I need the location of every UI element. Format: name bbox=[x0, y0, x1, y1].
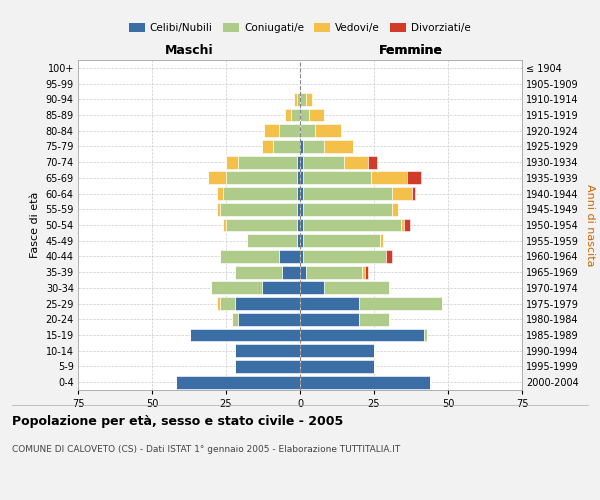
Bar bbox=[223, 218, 226, 232]
Bar bbox=[300, 328, 424, 342]
Bar bbox=[303, 250, 386, 263]
Bar bbox=[300, 156, 303, 168]
Bar bbox=[238, 156, 297, 168]
Bar bbox=[238, 313, 300, 326]
Bar bbox=[323, 140, 353, 153]
Bar bbox=[303, 172, 371, 184]
Bar bbox=[300, 266, 306, 278]
Bar bbox=[176, 376, 300, 388]
Bar bbox=[309, 108, 323, 122]
Bar bbox=[365, 266, 368, 278]
Bar bbox=[265, 124, 279, 137]
Bar bbox=[235, 344, 300, 357]
Bar bbox=[274, 140, 300, 153]
Legend: Celibi/Nubili, Coniugati/e, Vedovi/e, Divorziati/e: Celibi/Nubili, Coniugati/e, Vedovi/e, Di… bbox=[125, 19, 475, 38]
Bar bbox=[217, 297, 220, 310]
Bar bbox=[300, 93, 306, 106]
Bar bbox=[401, 218, 404, 232]
Bar bbox=[220, 203, 297, 215]
Bar bbox=[300, 282, 323, 294]
Bar bbox=[300, 187, 303, 200]
Bar bbox=[297, 203, 300, 215]
Bar bbox=[279, 250, 300, 263]
Bar bbox=[300, 108, 309, 122]
Bar bbox=[300, 344, 374, 357]
Bar bbox=[300, 297, 359, 310]
Text: COMUNE DI CALOVETO (CS) - Dati ISTAT 1° gennaio 2005 - Elaborazione TUTTITALIA.I: COMUNE DI CALOVETO (CS) - Dati ISTAT 1° … bbox=[12, 445, 400, 454]
Bar bbox=[235, 297, 300, 310]
Bar bbox=[220, 297, 235, 310]
Bar bbox=[297, 172, 300, 184]
Bar bbox=[300, 360, 374, 373]
Bar bbox=[404, 218, 410, 232]
Bar bbox=[300, 234, 303, 247]
Bar bbox=[300, 203, 303, 215]
Bar bbox=[424, 328, 427, 342]
Bar bbox=[386, 250, 392, 263]
Bar bbox=[294, 93, 297, 106]
Bar bbox=[300, 376, 430, 388]
Bar bbox=[247, 234, 297, 247]
Bar bbox=[300, 218, 303, 232]
Bar bbox=[297, 187, 300, 200]
Bar bbox=[208, 172, 226, 184]
Bar bbox=[217, 187, 223, 200]
Bar bbox=[235, 360, 300, 373]
Bar bbox=[217, 203, 220, 215]
Bar bbox=[235, 266, 282, 278]
Bar bbox=[300, 124, 315, 137]
Bar bbox=[300, 140, 303, 153]
Bar bbox=[371, 172, 407, 184]
Text: Femmine: Femmine bbox=[379, 44, 443, 57]
Bar bbox=[407, 172, 421, 184]
Text: Femmine: Femmine bbox=[379, 44, 443, 57]
Bar bbox=[303, 187, 392, 200]
Text: Popolazione per età, sesso e stato civile - 2005: Popolazione per età, sesso e stato civil… bbox=[12, 415, 343, 428]
Bar bbox=[226, 172, 297, 184]
Y-axis label: Fasce di età: Fasce di età bbox=[30, 192, 40, 258]
Bar bbox=[303, 218, 401, 232]
Bar bbox=[285, 108, 291, 122]
Bar bbox=[303, 203, 392, 215]
Bar bbox=[359, 313, 389, 326]
Bar bbox=[303, 140, 323, 153]
Bar bbox=[262, 140, 274, 153]
Bar bbox=[279, 124, 300, 137]
Bar bbox=[297, 234, 300, 247]
Bar bbox=[282, 266, 300, 278]
Bar bbox=[359, 297, 442, 310]
Bar bbox=[190, 328, 300, 342]
Bar bbox=[303, 234, 380, 247]
Bar bbox=[344, 156, 368, 168]
Bar bbox=[297, 93, 300, 106]
Bar bbox=[223, 187, 297, 200]
Text: Maschi: Maschi bbox=[164, 44, 214, 57]
Bar bbox=[412, 187, 415, 200]
Bar bbox=[300, 172, 303, 184]
Bar bbox=[211, 282, 262, 294]
Bar bbox=[315, 124, 341, 137]
Bar bbox=[362, 266, 365, 278]
Bar bbox=[368, 156, 377, 168]
Bar bbox=[392, 203, 398, 215]
Bar bbox=[262, 282, 300, 294]
Bar bbox=[291, 108, 300, 122]
Bar bbox=[297, 156, 300, 168]
Bar bbox=[306, 93, 312, 106]
Bar bbox=[380, 234, 383, 247]
Bar bbox=[220, 250, 279, 263]
Bar bbox=[232, 313, 238, 326]
Bar bbox=[226, 156, 238, 168]
Bar bbox=[306, 266, 362, 278]
Bar bbox=[300, 250, 303, 263]
Y-axis label: Anni di nascita: Anni di nascita bbox=[584, 184, 595, 266]
Bar bbox=[297, 218, 300, 232]
Bar bbox=[303, 156, 344, 168]
Bar bbox=[300, 313, 359, 326]
Bar bbox=[323, 282, 389, 294]
Bar bbox=[392, 187, 412, 200]
Bar bbox=[226, 218, 297, 232]
